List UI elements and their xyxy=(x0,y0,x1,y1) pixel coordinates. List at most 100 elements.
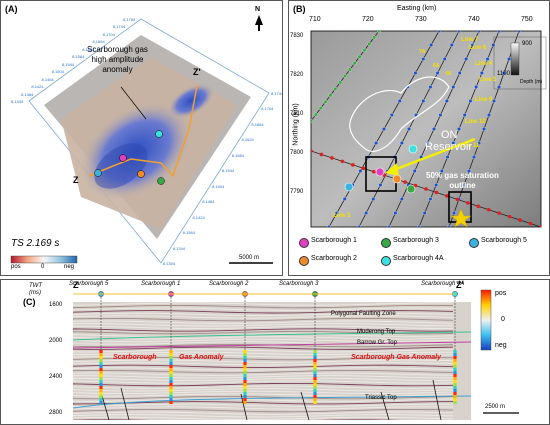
well-log xyxy=(243,377,247,380)
x-tick: 710 xyxy=(309,16,321,23)
well-log xyxy=(453,365,457,368)
section-well-label: Scarborough 1 xyxy=(141,281,181,287)
legend-dot xyxy=(381,238,391,248)
horizon-triassic: Triassic Top xyxy=(365,395,397,401)
panel-b-canvas xyxy=(310,30,547,228)
depth-bottom: 1100 xyxy=(497,71,510,77)
section-z: Z xyxy=(73,280,79,290)
section-colorbar-pos: pos xyxy=(495,290,507,297)
well-log xyxy=(99,392,103,395)
line-3-dot xyxy=(476,204,481,209)
well-log xyxy=(169,401,173,404)
survey-dot xyxy=(425,141,430,145)
well-log xyxy=(169,359,173,362)
well-log xyxy=(313,380,317,383)
well-log xyxy=(99,362,103,365)
survey-dot xyxy=(372,35,377,40)
survey-dot xyxy=(313,112,318,117)
well-log xyxy=(313,383,317,386)
well-log xyxy=(313,374,317,377)
well-log xyxy=(243,365,247,368)
well-log xyxy=(453,359,457,362)
survey-dot xyxy=(389,113,394,117)
well-log xyxy=(313,398,317,401)
saturation-label: 50% gas saturation outline xyxy=(426,171,499,190)
section-line-z-z xyxy=(88,85,198,178)
colorbar-neg: neg xyxy=(64,264,75,270)
survey-dot xyxy=(497,31,501,33)
frame-tick-right: 8,1704 xyxy=(261,106,274,112)
survey-dot xyxy=(429,43,434,47)
survey-dot xyxy=(413,71,418,75)
well-log xyxy=(169,374,173,377)
survey-dot xyxy=(434,183,439,187)
well-log xyxy=(243,359,247,362)
line-3-dot xyxy=(445,194,449,198)
well-log xyxy=(313,353,317,356)
survey-dot xyxy=(347,67,352,72)
survey-dot xyxy=(477,141,481,145)
reflector xyxy=(73,359,454,363)
survey-dot xyxy=(328,93,333,98)
well-log xyxy=(169,389,173,392)
legend-label: Scarborough 1 xyxy=(311,237,357,244)
well-log xyxy=(99,371,103,374)
panel-b-depth-map: (B) Easting (km) 710 720 730 740 750 7830 782… xyxy=(288,0,550,276)
fault xyxy=(432,379,442,420)
survey-dot xyxy=(452,211,456,215)
section-well-label: Scarborough 5 xyxy=(69,281,109,287)
line-3-dot xyxy=(330,156,334,160)
reflector xyxy=(73,336,454,340)
legend-dot xyxy=(469,238,479,248)
reflector xyxy=(73,307,454,311)
reflector xyxy=(73,390,454,395)
survey-dot xyxy=(378,183,383,187)
y-tick: 7830 xyxy=(290,33,304,39)
survey-dot xyxy=(468,99,473,103)
triassic-horizon xyxy=(73,395,471,409)
frame-tick-left: 8,1544 xyxy=(61,61,75,67)
reflector xyxy=(73,393,454,397)
reflector xyxy=(73,341,454,345)
reflector xyxy=(73,414,454,418)
survey-dot xyxy=(502,71,506,75)
survey-dot xyxy=(438,113,443,117)
well-log xyxy=(313,389,317,392)
survey-dot xyxy=(357,225,361,227)
well-log xyxy=(313,365,317,368)
fault xyxy=(240,393,248,420)
well-log xyxy=(453,398,457,401)
depth-colorbar xyxy=(510,42,520,76)
well-log xyxy=(169,353,173,356)
line-tag: 6A xyxy=(433,63,440,69)
reflector xyxy=(73,328,454,332)
frame-tick-right: 8,1624 xyxy=(241,137,254,143)
depth-map xyxy=(310,30,542,228)
well-log xyxy=(99,359,103,362)
legend-label: Scarborough 3 xyxy=(393,237,439,244)
panel-c-canvas xyxy=(73,289,519,420)
survey-dot xyxy=(334,211,339,215)
well-log xyxy=(453,356,457,359)
well-log xyxy=(243,398,247,401)
line-3-dot xyxy=(497,211,501,215)
survey-dot xyxy=(358,169,363,173)
survey-dot xyxy=(377,31,381,33)
reflector xyxy=(73,364,454,369)
line-tag: 7A xyxy=(419,49,426,55)
survey-dot xyxy=(412,169,417,173)
reflector xyxy=(73,377,454,382)
survey-dot xyxy=(364,211,369,215)
survey-dot xyxy=(447,225,451,227)
reflector xyxy=(73,372,454,376)
line-3-dot xyxy=(486,207,491,212)
section-colorbar xyxy=(480,289,492,351)
section-well-label: Scarborough 4A xyxy=(421,281,465,287)
frame-tick-right: 8,1464 xyxy=(202,199,215,205)
line-3-dot xyxy=(434,190,439,195)
frame-tick-right: 8,1304 xyxy=(163,261,176,266)
horizon-muderong: Muderong Top xyxy=(357,329,396,335)
legend-label: Scarborough 2 xyxy=(311,255,357,262)
panel-a-canvas xyxy=(10,15,273,264)
survey-dot xyxy=(428,85,433,89)
